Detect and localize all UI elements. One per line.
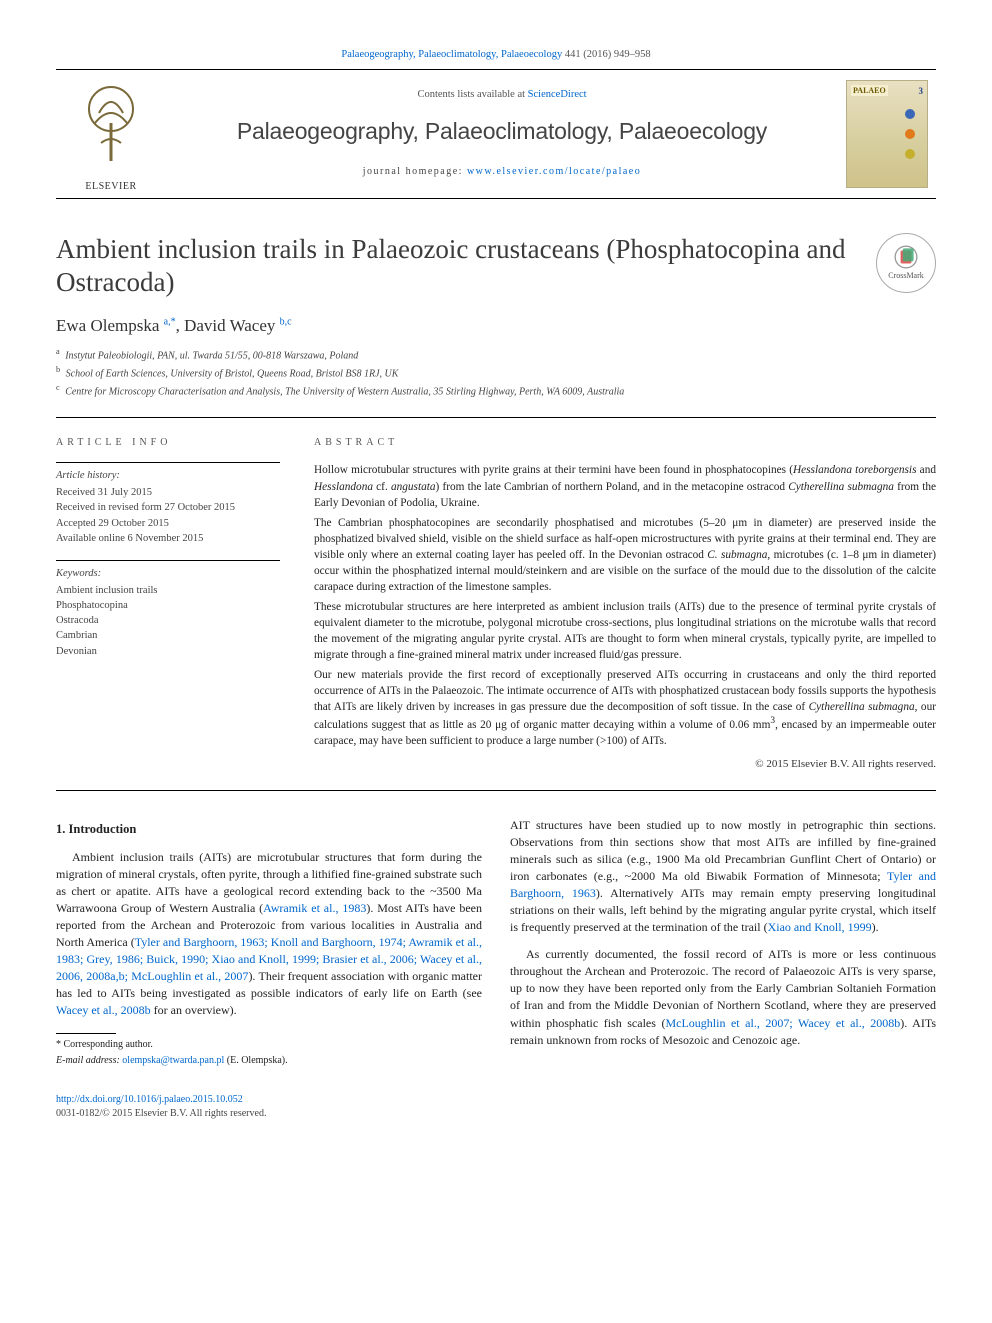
contents-available-line: Contents lists available at ScienceDirec… <box>417 88 586 103</box>
email-paren: (E. Olempska). <box>227 1055 288 1066</box>
citation-vol-pages: 441 (2016) 949–958 <box>562 49 650 60</box>
cover-dot-icon <box>905 149 915 159</box>
keyword: Phosphatocopina <box>56 598 280 613</box>
keyword: Ostracoda <box>56 613 280 628</box>
keyword: Cambrian <box>56 628 280 643</box>
masthead-cover-cell: PALAEO 3 <box>838 70 936 198</box>
journal-name: Palaeogeography, Palaeoclimatology, Pala… <box>237 115 767 147</box>
crossmark-label: CrossMark <box>888 270 924 281</box>
abstract-copyright: © 2015 Elsevier B.V. All rights reserved… <box>314 757 936 772</box>
page-footer: http://dx.doi.org/10.1016/j.palaeo.2015.… <box>56 1093 936 1121</box>
article-info-head: article info <box>56 436 280 450</box>
abstract-paragraph: The Cambrian phosphatocopines are second… <box>314 515 936 595</box>
journal-homepage-line: journal homepage: www.elsevier.com/locat… <box>363 165 642 179</box>
abstract-paragraph: Hollow microtubular structures with pyri… <box>314 462 936 510</box>
corresponding-author-footnote: * Corresponding author. <box>56 1038 482 1052</box>
abstract-body: Hollow microtubular structures with pyri… <box>314 462 936 748</box>
abstract-paragraph: These microtubular structures are here i… <box>314 599 936 663</box>
crossmark-badge[interactable]: CrossMark <box>876 233 936 293</box>
affiliations: a Instytut Paleobiologii, PAN, ul. Tward… <box>56 346 936 399</box>
abstract-head: abstract <box>314 436 936 450</box>
keyword: Devonian <box>56 644 280 659</box>
journal-cover-thumb: PALAEO 3 <box>846 80 928 188</box>
cover-dot-icon <box>905 129 915 139</box>
cover-dot-icon <box>905 109 915 119</box>
publisher-cell: ELSEVIER <box>56 70 166 198</box>
footnote-rule <box>56 1033 116 1034</box>
section-1-head: 1. Introduction <box>56 821 482 839</box>
homepage-prefix: journal homepage: <box>363 166 467 177</box>
history-line: Received 31 July 2015 <box>56 485 280 500</box>
authors-line: Ewa Olempska a,*, David Wacey b,c <box>56 314 936 338</box>
running-citation: Palaeogeography, Palaeoclimatology, Pala… <box>56 48 936 63</box>
body-paragraph: As currently documented, the fossil reco… <box>510 946 936 1048</box>
issn-copyright-line: 0031-0182/© 2015 Elsevier B.V. All right… <box>56 1108 266 1119</box>
abstract-column: abstract Hollow microtubular structures … <box>314 436 936 772</box>
body-paragraph: Ambient inclusion trails (AITs) are micr… <box>56 849 482 1019</box>
article-history-block: Article history: Received 31 July 2015Re… <box>56 462 280 546</box>
doi-link[interactable]: http://dx.doi.org/10.1016/j.palaeo.2015.… <box>56 1094 243 1105</box>
history-line: Received in revised form 27 October 2015 <box>56 500 280 515</box>
cover-number: 3 <box>919 85 924 98</box>
author-email-link[interactable]: olempska@twarda.pan.pl <box>122 1055 224 1066</box>
affiliation-line: a Instytut Paleobiologii, PAN, ul. Tward… <box>56 346 936 364</box>
contents-prefix: Contents lists available at <box>417 89 527 100</box>
masthead: ELSEVIER Contents lists available at Sci… <box>56 69 936 199</box>
history-line: Available online 6 November 2015 <box>56 531 280 546</box>
affiliation-line: b School of Earth Sciences, University o… <box>56 364 936 382</box>
keyword: Ambient inclusion trails <box>56 583 280 598</box>
sciencedirect-link[interactable]: ScienceDirect <box>528 89 587 100</box>
cover-tag: PALAEO <box>851 85 888 96</box>
history-line: Accepted 29 October 2015 <box>56 516 280 531</box>
citation-journal-link[interactable]: Palaeogeography, Palaeoclimatology, Pala… <box>341 49 562 60</box>
elsevier-tree-icon <box>71 73 151 173</box>
keywords-block: Keywords: Ambient inclusion trailsPhosph… <box>56 560 280 659</box>
article-title: Ambient inclusion trails in Palaeozoic c… <box>56 233 858 301</box>
body-paragraph: AIT structures have been studied up to n… <box>510 817 936 936</box>
email-footnote: E-mail address: olempska@twarda.pan.pl (… <box>56 1054 482 1068</box>
masthead-center: Contents lists available at ScienceDirec… <box>166 70 838 198</box>
email-label: E-mail address: <box>56 1055 120 1066</box>
keywords-head: Keywords: <box>56 567 280 582</box>
journal-homepage-link[interactable]: www.elsevier.com/locate/palaeo <box>467 166 641 177</box>
publisher-label: ELSEVIER <box>71 180 151 194</box>
divider <box>56 790 936 791</box>
body-two-column: 1. Introduction Ambient inclusion trails… <box>56 817 936 1070</box>
affiliation-line: c Centre for Microscopy Characterisation… <box>56 382 936 400</box>
crossmark-icon <box>893 244 919 270</box>
abstract-paragraph: Our new materials provide the first reco… <box>314 667 936 749</box>
history-head: Article history: <box>56 469 280 484</box>
article-info-column: article info Article history: Received 3… <box>56 436 280 772</box>
